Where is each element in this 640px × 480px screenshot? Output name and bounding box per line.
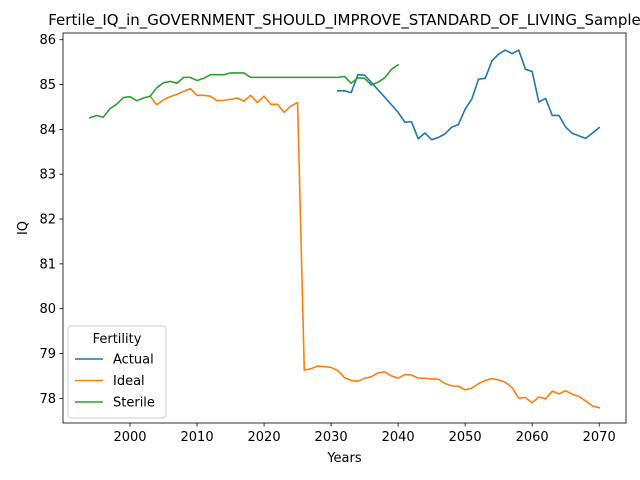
- x-tick-label: 2030: [315, 430, 348, 445]
- series-line-sterile: [88, 63, 400, 119]
- plot-area-frame: [62, 32, 627, 424]
- y-tick-label: 85: [39, 78, 56, 93]
- x-tick-label: 2020: [248, 430, 281, 445]
- series-lines: [88, 49, 601, 409]
- x-axis-label: Years: [326, 451, 362, 466]
- series-line-actual: [337, 49, 601, 141]
- y-tick-label: 86: [39, 33, 56, 48]
- legend-entry-actual: Actual: [113, 353, 154, 368]
- y-tick-label: 79: [39, 347, 56, 362]
- legend: Fertility Actual Ideal Sterile: [67, 325, 167, 419]
- x-tick-label: 2070: [583, 430, 616, 445]
- x-tick-label: 2010: [181, 430, 214, 445]
- y-tick-label: 81: [39, 257, 56, 272]
- legend-entry-sterile: Sterile: [113, 396, 155, 411]
- legend-box: [67, 325, 167, 419]
- chart-title: Fertile_IQ_in_GOVERNMENT_SHOULD_IMPROVE_…: [48, 11, 640, 30]
- x-tick-label: 2050: [449, 430, 482, 445]
- y-tick-label: 78: [39, 392, 56, 407]
- legend-title: Fertility: [93, 332, 142, 347]
- y-tick-label: 83: [39, 168, 56, 183]
- x-axis-ticks: 2000 2010 2020 2030 2040 2050 2060 2070: [113, 423, 616, 445]
- x-tick-label: 2040: [382, 430, 415, 445]
- y-tick-label: 84: [39, 123, 56, 138]
- x-tick-label: 2060: [516, 430, 549, 445]
- y-axis-ticks: 78 79 80 81 82 83 84 85 86: [39, 33, 63, 407]
- series-line-ideal: [149, 87, 601, 409]
- y-tick-label: 80: [39, 302, 56, 317]
- legend-entry-ideal: Ideal: [113, 374, 145, 389]
- y-axis-label: IQ: [16, 221, 31, 235]
- y-tick-label: 82: [39, 213, 56, 228]
- x-tick-label: 2000: [113, 430, 146, 445]
